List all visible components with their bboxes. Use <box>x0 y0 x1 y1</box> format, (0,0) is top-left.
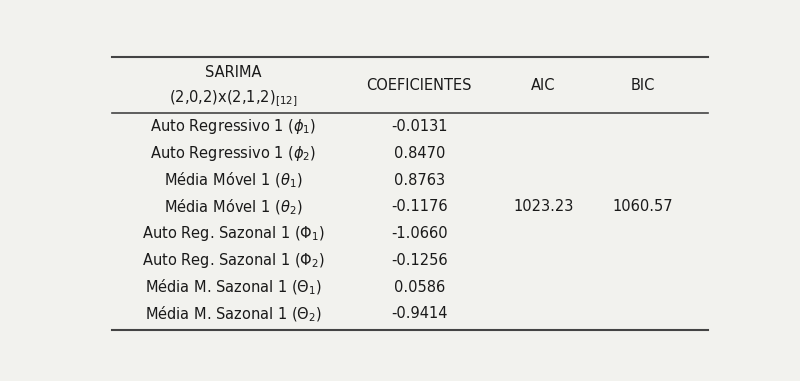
Text: Média Móvel 1 ($\theta_{1}$): Média Móvel 1 ($\theta_{1}$) <box>164 170 302 190</box>
Text: Auto Reg. Sazonal 1 ($\Phi_{2}$): Auto Reg. Sazonal 1 ($\Phi_{2}$) <box>142 251 325 270</box>
Text: Auto Reg. Sazonal 1 ($\Phi_{1}$): Auto Reg. Sazonal 1 ($\Phi_{1}$) <box>142 224 325 243</box>
Text: Média Móvel 1 ($\theta_{2}$): Média Móvel 1 ($\theta_{2}$) <box>164 197 302 216</box>
Text: (2,0,2)x(2,1,2)$_{[12]}$: (2,0,2)x(2,1,2)$_{[12]}$ <box>169 88 298 109</box>
Text: AIC: AIC <box>531 78 555 93</box>
Text: BIC: BIC <box>630 78 654 93</box>
Text: 1023.23: 1023.23 <box>513 199 574 215</box>
Text: -1.0660: -1.0660 <box>391 226 448 241</box>
Text: -0.0131: -0.0131 <box>391 119 447 134</box>
Text: COEFICIENTES: COEFICIENTES <box>366 78 472 93</box>
Text: SARIMA: SARIMA <box>205 65 262 80</box>
Text: 0.8470: 0.8470 <box>394 146 445 161</box>
Text: Auto Regressivo 1 ($\phi_{1}$): Auto Regressivo 1 ($\phi_{1}$) <box>150 117 317 136</box>
Text: -0.9414: -0.9414 <box>391 306 447 322</box>
Text: Média M. Sazonal 1 ($\Theta_{1}$): Média M. Sazonal 1 ($\Theta_{1}$) <box>145 277 322 297</box>
Text: 0.0586: 0.0586 <box>394 280 445 295</box>
Text: Auto Regressivo 1 ($\phi_{2}$): Auto Regressivo 1 ($\phi_{2}$) <box>150 144 317 163</box>
Text: Média M. Sazonal 1 ($\Theta_{2}$): Média M. Sazonal 1 ($\Theta_{2}$) <box>145 304 322 324</box>
Text: 1060.57: 1060.57 <box>612 199 673 215</box>
Text: 0.8763: 0.8763 <box>394 173 445 187</box>
Text: -0.1176: -0.1176 <box>391 199 448 215</box>
Text: -0.1256: -0.1256 <box>391 253 448 268</box>
